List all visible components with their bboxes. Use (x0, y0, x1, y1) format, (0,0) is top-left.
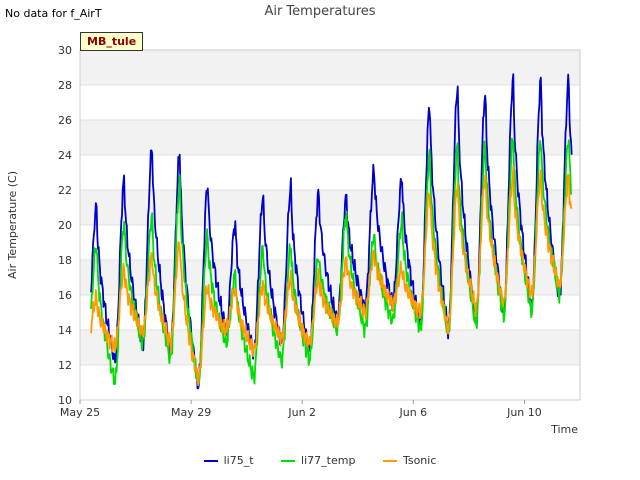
y-tick-label: 16 (58, 289, 72, 302)
axis-ticks: 10 12 14 16 18 20 22 24 26 28 30 May 25 May 29 Jun 2 J… (58, 44, 542, 419)
series-lines (90, 73, 573, 390)
y-tick-label: 14 (58, 324, 72, 337)
y-tick-label: 30 (58, 44, 72, 57)
y-axis-label: Air Temperature (C) (6, 171, 19, 279)
legend-item-li75-t: li75_t (203, 454, 254, 467)
x-tick-label: Jun 6 (398, 406, 427, 419)
plot-band (80, 330, 580, 365)
y-tick-label: 10 (58, 394, 72, 407)
x-tick-label: May 25 (60, 406, 100, 419)
x-tick-label: Jun 10 (506, 406, 542, 419)
y-tick-label: 26 (58, 114, 72, 127)
plot-band (80, 190, 580, 225)
y-tick-label: 22 (58, 184, 72, 197)
legend-item-li77-temp: li77_temp (281, 454, 355, 467)
x-tick-label: May 29 (171, 406, 211, 419)
plot-band (80, 120, 580, 155)
y-tick-label: 24 (58, 149, 72, 162)
legend-label: Tsonic (402, 454, 437, 467)
legend-label: li75_t (223, 454, 254, 467)
y-tick-label: 12 (58, 359, 72, 372)
y-tick-label: 20 (58, 219, 72, 232)
y-tick-label: 28 (58, 79, 72, 92)
series-line-tsonic (90, 165, 573, 387)
legend: li75_t li77_temp Tsonic (0, 454, 640, 467)
plot-band (80, 50, 580, 85)
x-tick-label: Jun 2 (287, 406, 316, 419)
chart-title: Air Temperatures (264, 4, 376, 19)
legend-label: li77_temp (301, 454, 356, 467)
legend-item-tsonic: Tsonic (382, 454, 437, 467)
legend-swatch (281, 460, 296, 462)
x-axis-label: Time (550, 423, 578, 436)
no-data-note: No data for f_AirT (5, 7, 102, 20)
y-tick-label: 18 (58, 254, 72, 267)
plot-bands (80, 50, 580, 365)
legend-swatch (382, 460, 397, 462)
legend-swatch (203, 460, 218, 462)
site-badge: MB_tule (80, 32, 144, 51)
plot-frame (79, 49, 581, 401)
